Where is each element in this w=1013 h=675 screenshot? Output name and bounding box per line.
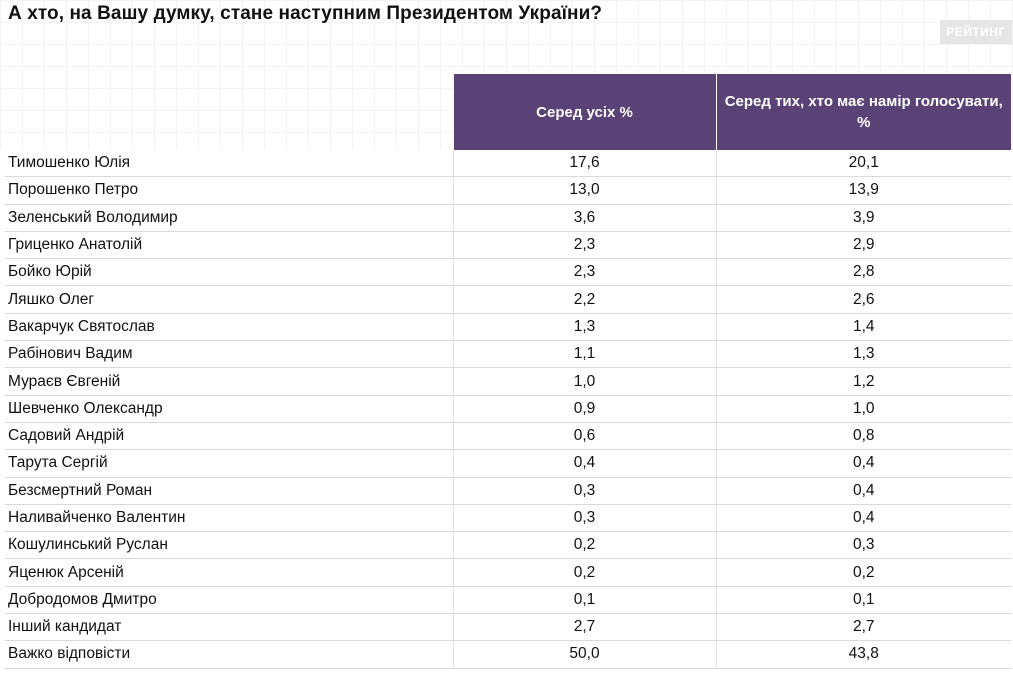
value-all-respondents: 1,3 (452, 313, 716, 342)
value-voters: 1,3 (715, 340, 1011, 369)
value-voters: 20,1 (715, 150, 1011, 178)
candidate-name: Тарута Сергій (5, 449, 453, 478)
table-row: Добродомов Дмитро 0,1 0,1 (5, 586, 1011, 615)
value-all-respondents: 0,3 (452, 504, 716, 533)
value-all-respondents: 0,2 (452, 558, 716, 587)
value-voters: 2,8 (715, 258, 1011, 287)
table-row: Вакарчук Святослав 1,3 1,4 (5, 313, 1011, 342)
rating-logo: РЕЙТИНГ (940, 20, 1012, 44)
table-row: Тимошенко Юлія 17,6 20,1 (5, 150, 1011, 178)
value-all-respondents: 2,3 (452, 258, 716, 287)
candidate-name: Кошулинський Руслан (5, 531, 453, 560)
value-all-respondents: 0,9 (452, 395, 716, 423)
candidate-name: Ляшко Олег (5, 285, 453, 314)
candidate-name: Важко відповісти (5, 640, 453, 669)
table-row: Яценюк Арсеній 0,2 0,2 (5, 558, 1011, 587)
results-table: Серед усіх % Серед тих, хто має намір го… (5, 74, 1011, 669)
candidate-name: Зеленський Володимир (5, 204, 453, 232)
candidate-name: Добродомов Дмитро (5, 586, 453, 615)
value-voters: 0,4 (715, 449, 1011, 478)
header-voters: Серед тих, хто має намір голосувати, % (715, 74, 1011, 150)
table-row: Мураєв Євгеній 1,0 1,2 (5, 367, 1011, 396)
value-all-respondents: 50,0 (452, 640, 716, 669)
candidate-name: Бойко Юрій (5, 258, 453, 287)
table-row: Інший кандидат 2,7 2,7 (5, 613, 1011, 642)
value-voters: 0,8 (715, 422, 1011, 451)
candidate-name: Шевченко Олександр (5, 395, 453, 423)
table-row: Рабінович Вадим 1,1 1,3 (5, 340, 1011, 369)
table-row: Садовий Андрій 0,6 0,8 (5, 422, 1011, 451)
table-row: Зеленський Володимир 3,6 3,9 (5, 204, 1011, 232)
candidate-name: Вакарчук Святослав (5, 313, 453, 342)
candidate-name: Садовий Андрій (5, 422, 453, 451)
candidate-name: Наливайченко Валентин (5, 504, 453, 533)
value-voters: 1,4 (715, 313, 1011, 342)
value-all-respondents: 0,6 (452, 422, 716, 451)
table-row: Наливайченко Валентин 0,3 0,4 (5, 504, 1011, 533)
candidate-name: Яценюк Арсеній (5, 558, 453, 587)
table-row: Порошенко Петро 13,0 13,9 (5, 176, 1011, 205)
value-voters: 2,7 (715, 613, 1011, 642)
table-row: Ляшко Олег 2,2 2,6 (5, 285, 1011, 314)
value-voters: 0,1 (715, 586, 1011, 615)
value-all-respondents: 2,2 (452, 285, 716, 314)
value-voters: 13,9 (715, 176, 1011, 205)
table-row: Кошулинський Руслан 0,2 0,3 (5, 531, 1011, 560)
table-header-row: Серед усіх % Серед тих, хто має намір го… (5, 74, 1011, 150)
value-voters: 2,6 (715, 285, 1011, 314)
value-voters: 0,4 (715, 504, 1011, 533)
value-all-respondents: 2,7 (452, 613, 716, 642)
value-all-respondents: 1,0 (452, 367, 716, 396)
candidate-name: Мураєв Євгеній (5, 367, 453, 396)
table-row: Бойко Юрій 2,3 2,8 (5, 258, 1011, 287)
value-all-respondents: 0,2 (452, 531, 716, 560)
table-body: Тимошенко Юлія 17,6 20,1 Порошенко Петро 13,… (5, 150, 1011, 669)
table-row: Важко відповісти 50,0 43,8 (5, 640, 1011, 669)
value-voters: 43,8 (715, 640, 1011, 669)
value-all-respondents: 3,6 (452, 204, 716, 232)
value-all-respondents: 0,1 (452, 586, 716, 615)
candidate-name: Безсмертний Роман (5, 477, 453, 505)
value-voters: 0,2 (715, 558, 1011, 587)
table-row: Гриценко Анатолій 2,3 2,9 (5, 231, 1011, 260)
table-row: Безсмертний Роман 0,3 0,4 (5, 477, 1011, 505)
candidate-name: Рабінович Вадим (5, 340, 453, 369)
value-all-respondents: 0,4 (452, 449, 716, 478)
value-voters: 0,4 (715, 477, 1011, 505)
header-all-respondents: Серед усіх % (452, 74, 716, 150)
value-all-respondents: 0,3 (452, 477, 716, 505)
value-voters: 3,9 (715, 204, 1011, 232)
value-voters: 1,0 (715, 395, 1011, 423)
candidate-name: Тимошенко Юлія (5, 150, 453, 178)
value-all-respondents: 17,6 (452, 150, 716, 178)
table-row: Тарута Сергій 0,4 0,4 (5, 449, 1011, 478)
value-voters: 1,2 (715, 367, 1011, 396)
value-voters: 2,9 (715, 231, 1011, 260)
value-all-respondents: 1,1 (452, 340, 716, 369)
candidate-name: Порошенко Петро (5, 176, 453, 205)
value-all-respondents: 13,0 (452, 176, 716, 205)
header-candidate (5, 74, 453, 150)
candidate-name: Інший кандидат (5, 613, 453, 642)
value-all-respondents: 2,3 (452, 231, 716, 260)
page-title: А хто, на Вашу думку, стане наступним Пр… (8, 3, 603, 24)
candidate-name: Гриценко Анатолій (5, 231, 453, 260)
value-voters: 0,3 (715, 531, 1011, 560)
table-row: Шевченко Олександр 0,9 1,0 (5, 395, 1011, 423)
